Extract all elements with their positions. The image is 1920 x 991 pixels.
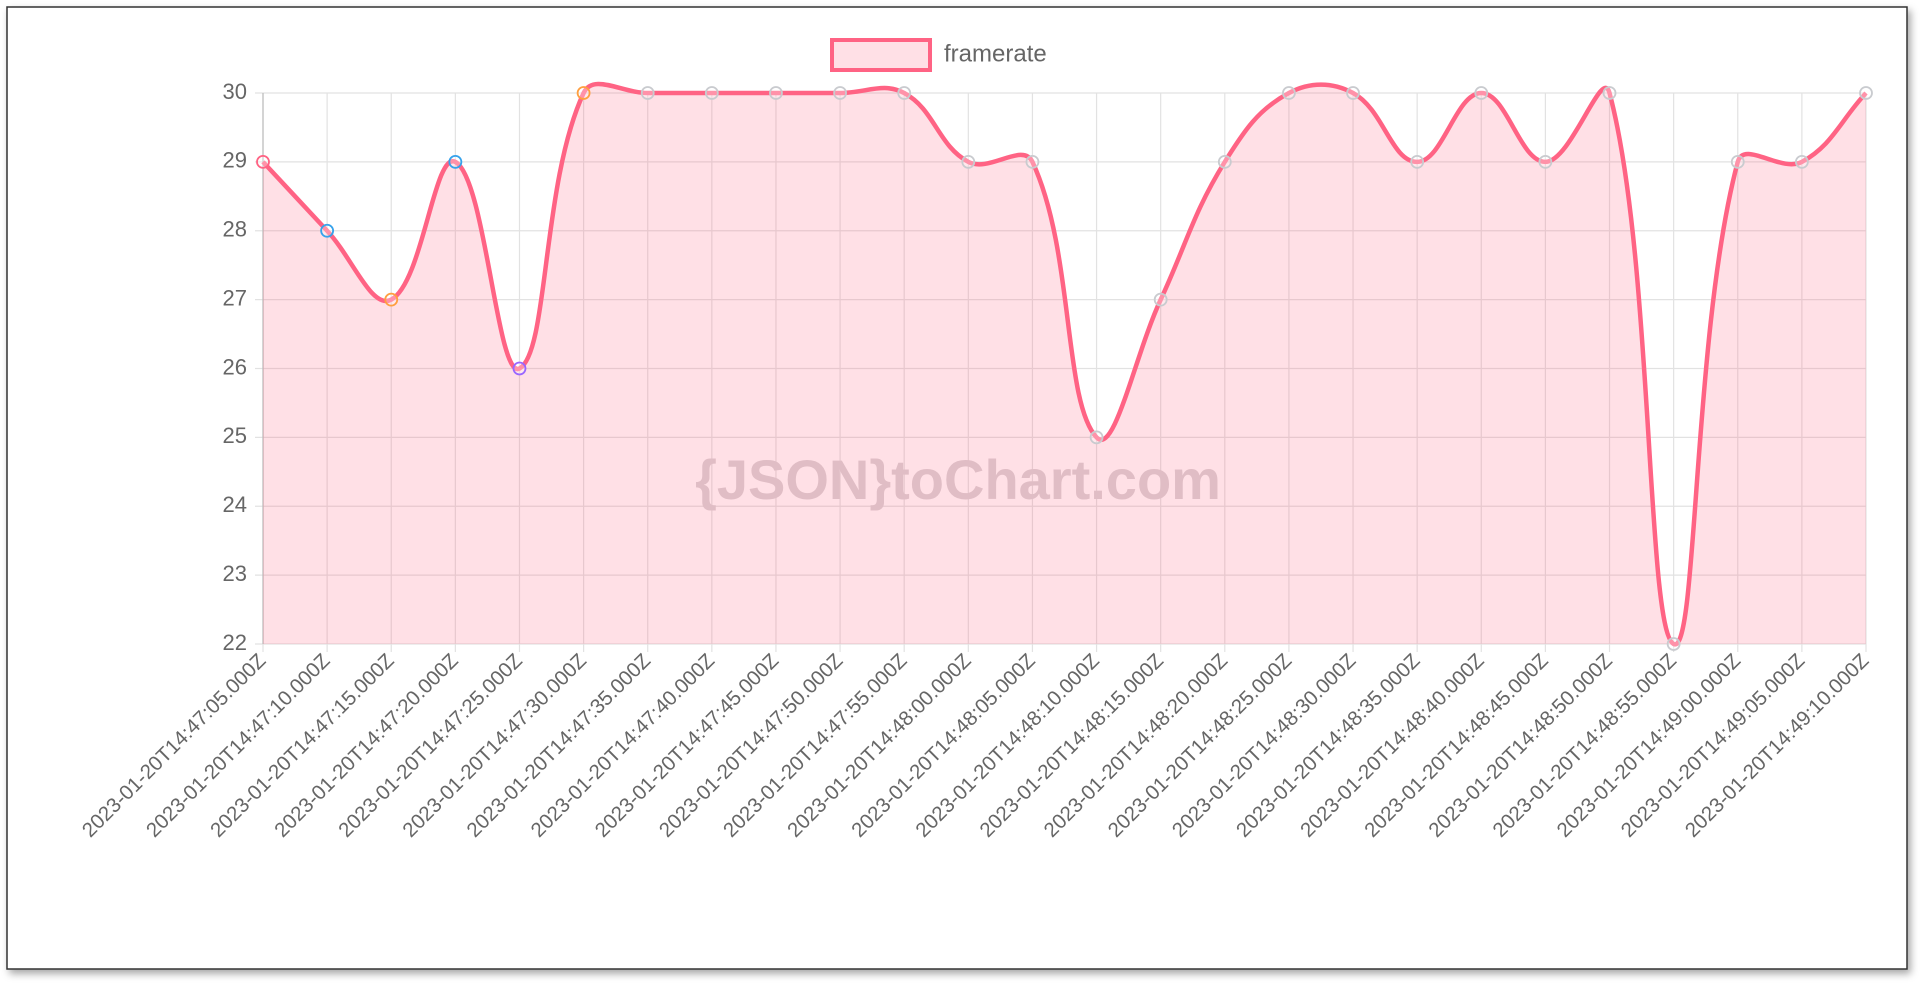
point xyxy=(448,154,463,169)
point xyxy=(769,86,783,100)
frame xyxy=(6,6,1908,970)
point xyxy=(320,223,335,238)
legend-label: framerate xyxy=(944,40,1047,67)
point xyxy=(640,86,655,100)
point xyxy=(576,86,591,100)
y-tick-label: 28 xyxy=(223,217,247,242)
point xyxy=(1282,86,1296,100)
y-tick-label: 26 xyxy=(223,354,247,379)
point xyxy=(1474,86,1489,100)
line xyxy=(261,81,1868,647)
point xyxy=(256,154,270,169)
grid xyxy=(255,92,1867,652)
point xyxy=(704,86,719,100)
legend-swatch xyxy=(830,38,932,72)
y-tick-label: 30 xyxy=(223,79,247,104)
point xyxy=(961,154,976,169)
point xyxy=(384,292,399,307)
labels: 2223242526272829302023-01-20T14:47:05.00… xyxy=(78,38,1873,842)
y-tick-label: 25 xyxy=(223,423,247,448)
point xyxy=(1025,154,1040,169)
y-tick-label: 29 xyxy=(223,148,247,173)
point xyxy=(833,86,847,100)
point xyxy=(1346,86,1360,100)
point xyxy=(512,361,527,376)
point xyxy=(1602,86,1617,100)
point xyxy=(1153,292,1168,307)
y-tick-label: 22 xyxy=(223,630,247,655)
point xyxy=(1859,86,1873,100)
point xyxy=(1538,154,1553,169)
point xyxy=(1794,154,1809,169)
point xyxy=(1410,154,1425,169)
area xyxy=(263,83,1866,645)
plot xyxy=(256,81,1873,651)
y-tick-label: 27 xyxy=(223,285,247,310)
point xyxy=(897,86,912,100)
y-tick-label: 24 xyxy=(223,492,247,517)
point xyxy=(1666,637,1681,651)
point xyxy=(1730,154,1745,169)
point xyxy=(1089,430,1104,445)
point xyxy=(1217,154,1232,169)
y-tick-label: 23 xyxy=(223,561,247,586)
watermark: {JSON}toChart.com xyxy=(695,448,1221,511)
